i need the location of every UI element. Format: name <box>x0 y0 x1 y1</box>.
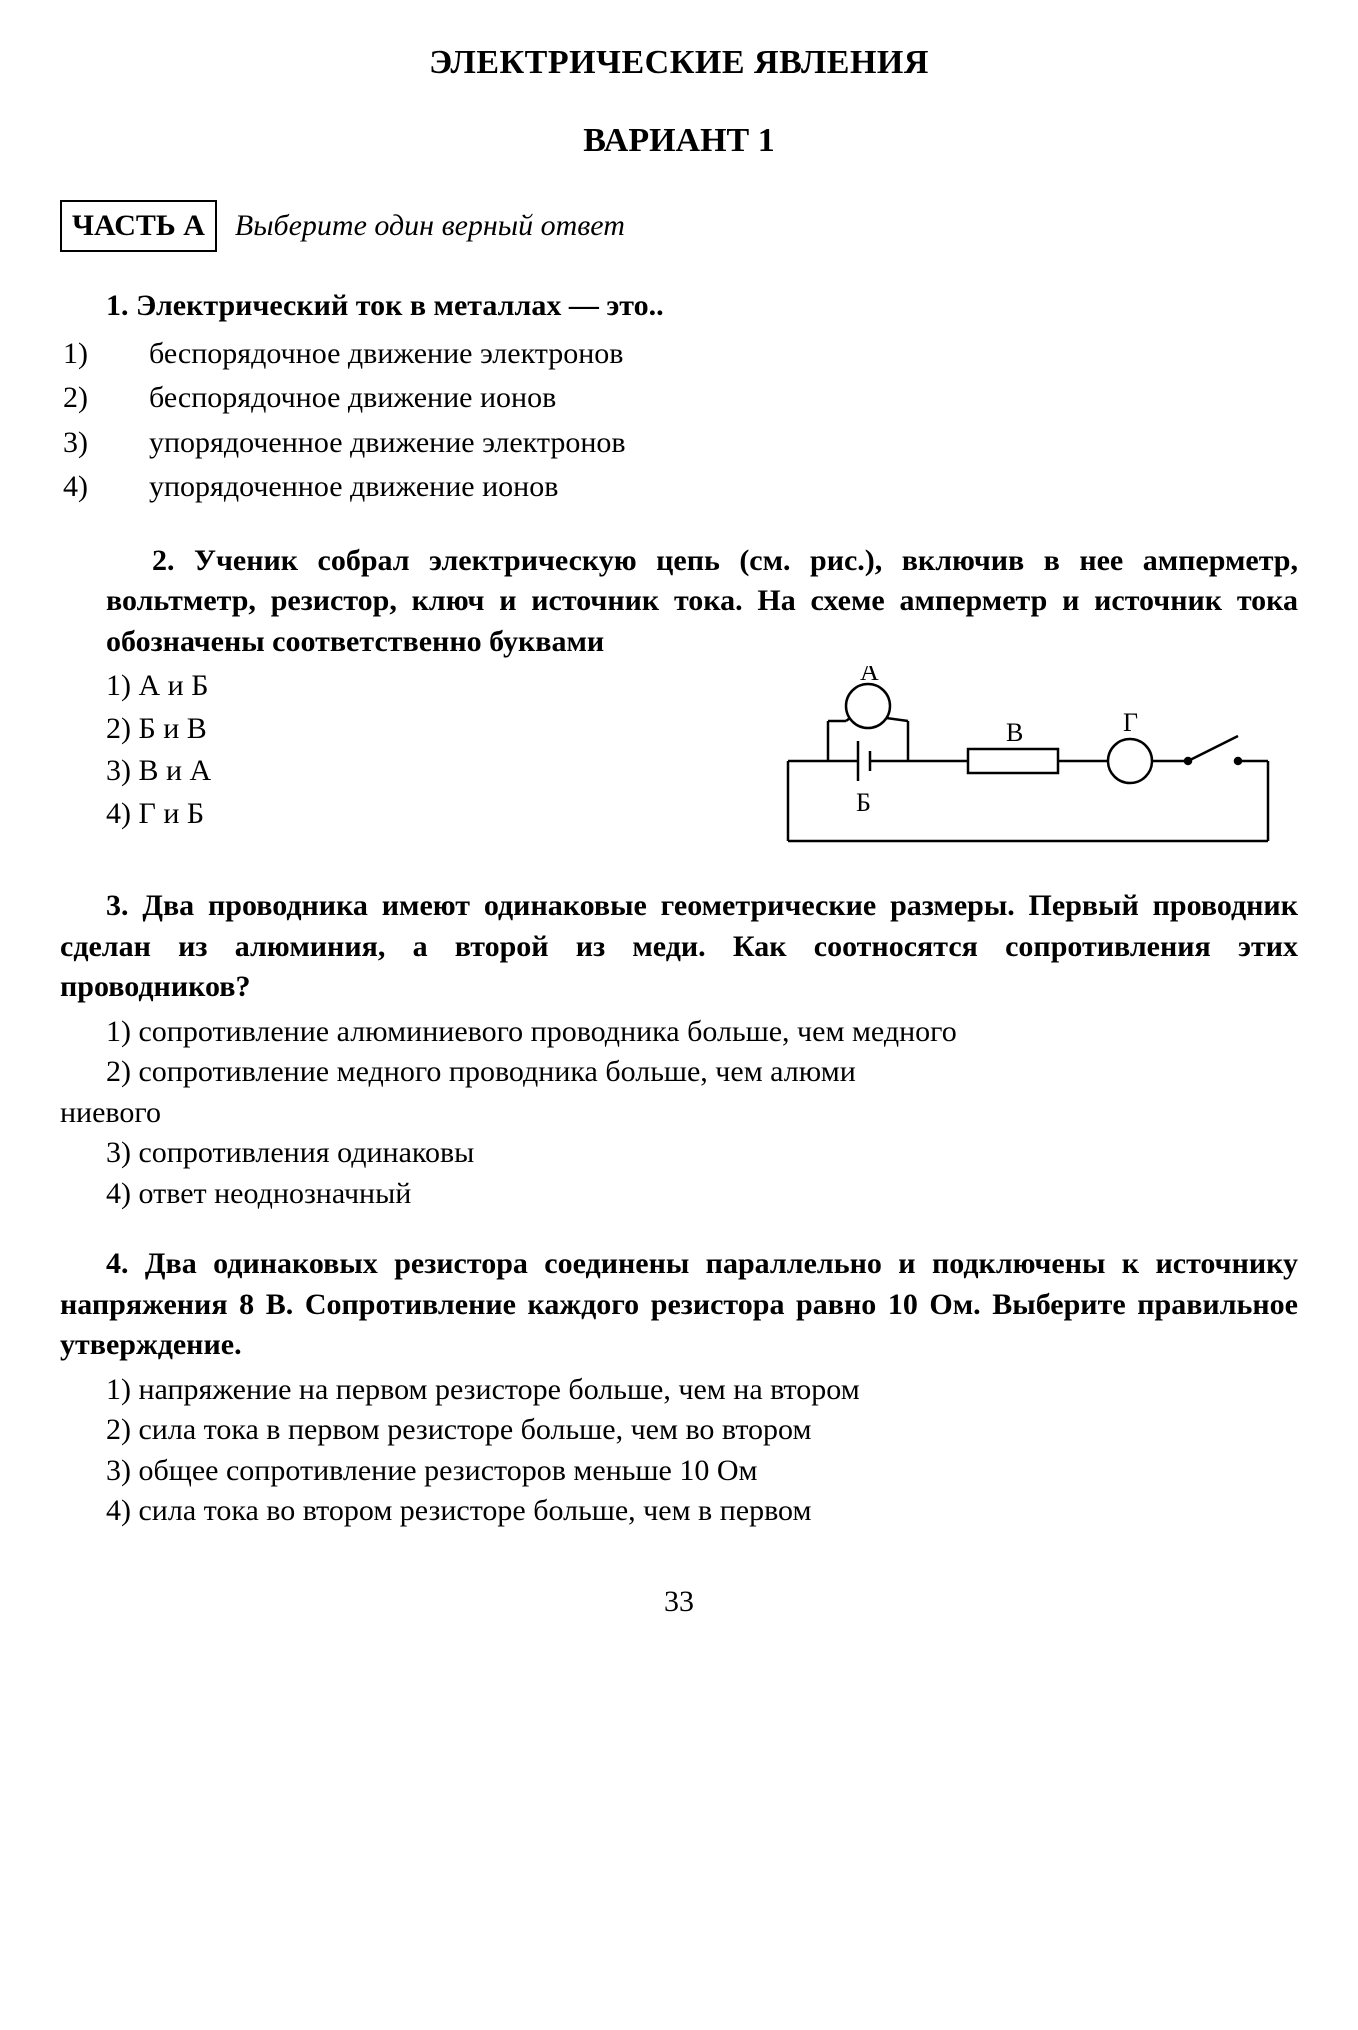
q2-opt-3: 3) В и А <box>106 751 211 792</box>
circuit-svg-icon: А Б В Г <box>768 666 1288 856</box>
question-3: 3. Два проводника имеют одинаковые геоме… <box>60 886 1298 1214</box>
diagram-label-a: А <box>860 666 879 686</box>
q1-opt-1-text: беспорядочное движение электронов <box>125 333 627 376</box>
q1-opt-4-text: упорядоченное движение ионов <box>125 466 627 509</box>
q1-number: 1. <box>106 289 129 322</box>
q4-opt-2: 2) сила тока в первом резисторе больше, … <box>106 1410 1298 1451</box>
variant-heading: ВАРИАНТ 1 <box>60 118 1298 164</box>
q3-opt-2-line1: 2) сопротивление медного проводника боль… <box>60 1055 856 1088</box>
q1-options: 1)беспорядочное движение электронов 2)бе… <box>60 331 629 511</box>
q1-opt-3-num: 3) <box>62 422 123 465</box>
q3-options: 1) сопротивление алюминиевого проводника… <box>60 1012 1298 1215</box>
q4-stem: 4. Два одинаковых резистора соединены па… <box>60 1244 1298 1366</box>
q4-number: 4. <box>106 1247 129 1280</box>
q1-opt-2: 2)беспорядочное движение ионов <box>62 377 627 420</box>
page-number: 33 <box>60 1582 1298 1623</box>
q4-opt-3: 3) общее сопротивление резисторов меньше… <box>106 1451 1298 1492</box>
q2-options: 1) А и Б 2) Б и В 3) В и А 4) Г и Б <box>60 666 211 836</box>
q1-opt-4-num: 4) <box>62 466 123 509</box>
q1-opt-2-num: 2) <box>62 377 123 420</box>
diagram-label-v: В <box>1006 718 1023 747</box>
q3-number: 3. <box>106 889 129 922</box>
q1-stem: 1. Электрический ток в металлах — это.. <box>60 286 1298 327</box>
q2-stem: 2. Ученик собрал электрическую цепь (см.… <box>60 541 1298 663</box>
q3-opt-4: 4) ответ неоднозначный <box>106 1174 1298 1215</box>
q1-opt-2-text: беспорядочное движение ионов <box>125 377 627 420</box>
q2-number: 2. <box>152 544 175 577</box>
q1-opt-3: 3)упорядоченное движение электронов <box>62 422 627 465</box>
q3-stem: 3. Два проводника имеют одинаковые геоме… <box>60 886 1298 1008</box>
q4-options: 1) напряжение на первом резисторе больше… <box>60 1370 1298 1532</box>
q3-opt-2: 2) сопротивление медного проводника боль… <box>60 1052 1298 1133</box>
part-label-box: ЧАСТЬ А <box>60 200 217 253</box>
diagram-label-b: Б <box>856 788 871 817</box>
instruction-text: Выберите один верный ответ <box>235 206 625 247</box>
q2-circuit-diagram: А Б В Г <box>231 666 1298 856</box>
q4-opt-4: 4) сила тока во втором резисторе больше,… <box>106 1491 1298 1532</box>
q1-opt-4: 4)упорядоченное движение ионов <box>62 466 627 509</box>
q1-opt-1: 1)беспорядочное движение электронов <box>62 333 627 376</box>
q2-opt-4: 4) Г и Б <box>106 794 211 835</box>
q3-text: Два проводника имеют одинаковые геометри… <box>60 889 1298 1003</box>
q2-opt-1: 1) А и Б <box>106 666 211 707</box>
q3-opt-2-line2: ниевого <box>60 1096 161 1129</box>
q1-text: Электрический ток в металлах — это.. <box>136 289 664 322</box>
q3-opt-1: 1) сопротивление алюминиевого проводника… <box>106 1012 1298 1053</box>
q4-text: Два одинаковых резистора соединены парал… <box>60 1247 1298 1361</box>
q3-opt-3: 3) сопротивления одинаковы <box>106 1133 1298 1174</box>
q1-opt-1-num: 1) <box>62 333 123 376</box>
q2-text: Ученик собрал электрическую цепь (см. ри… <box>106 544 1298 658</box>
q1-opt-3-text: упорядоченное движение электронов <box>125 422 627 465</box>
question-4: 4. Два одинаковых резистора соединены па… <box>60 1244 1298 1532</box>
q4-opt-1: 1) напряжение на первом резисторе больше… <box>106 1370 1298 1411</box>
part-row: ЧАСТЬ А Выберите один верный ответ <box>60 200 1298 253</box>
question-2: 2. Ученик собрал электрическую цепь (см.… <box>60 541 1298 857</box>
question-1: 1. Электрический ток в металлах — это.. … <box>60 286 1298 511</box>
page-title: ЭЛЕКТРИЧЕСКИЕ ЯВЛЕНИЯ <box>60 40 1298 86</box>
q2-opt-2: 2) Б и В <box>106 709 211 750</box>
diagram-label-g: Г <box>1123 708 1138 737</box>
